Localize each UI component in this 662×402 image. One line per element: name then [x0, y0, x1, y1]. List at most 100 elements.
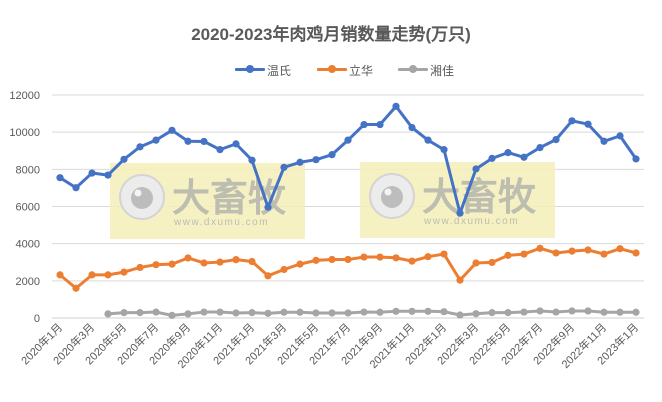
data-point[interactable] [216, 258, 224, 266]
data-point[interactable] [472, 165, 480, 173]
data-point[interactable] [568, 117, 576, 125]
data-point[interactable] [328, 255, 336, 264]
data-point[interactable] [120, 155, 128, 163]
data-point[interactable] [360, 253, 368, 261]
data-point[interactable] [312, 256, 320, 264]
data-point[interactable] [328, 151, 336, 159]
data-point[interactable] [616, 245, 624, 253]
data-point[interactable] [360, 120, 368, 129]
data-point[interactable] [120, 309, 128, 317]
data-point[interactable] [360, 308, 368, 316]
data-point[interactable] [408, 307, 416, 315]
data-point[interactable] [104, 271, 112, 279]
data-point[interactable] [280, 308, 288, 316]
data-point[interactable] [440, 146, 448, 154]
data-point[interactable] [440, 250, 448, 258]
data-point[interactable] [248, 156, 256, 164]
data-point[interactable] [584, 246, 592, 254]
data-point[interactable] [312, 156, 320, 164]
data-point[interactable] [456, 276, 464, 284]
data-point[interactable] [264, 203, 272, 211]
data-point[interactable] [88, 271, 96, 279]
data-point[interactable] [56, 271, 64, 279]
data-point[interactable] [536, 143, 544, 152]
data-point[interactable] [504, 251, 512, 259]
data-point[interactable] [552, 136, 560, 144]
data-point[interactable] [584, 307, 592, 315]
data-point[interactable] [152, 308, 160, 316]
data-point[interactable] [552, 249, 560, 257]
data-point[interactable] [568, 307, 576, 315]
data-point[interactable] [232, 140, 240, 148]
data-point[interactable] [168, 260, 176, 268]
data-point[interactable] [600, 137, 608, 145]
data-point[interactable] [248, 309, 256, 317]
data-point[interactable] [280, 265, 288, 274]
data-point[interactable] [632, 155, 640, 163]
data-point[interactable] [344, 136, 352, 144]
data-point[interactable] [376, 308, 384, 316]
data-point[interactable] [616, 132, 624, 140]
data-point[interactable] [424, 307, 432, 315]
data-point[interactable] [184, 254, 192, 262]
data-point[interactable] [88, 169, 96, 177]
data-point[interactable] [440, 308, 448, 316]
legend-item-lihua[interactable]: 立华 [317, 61, 373, 79]
data-point[interactable] [568, 247, 576, 255]
data-point[interactable] [168, 126, 176, 134]
data-point[interactable] [296, 260, 304, 268]
data-point[interactable] [456, 209, 464, 217]
data-point[interactable] [376, 120, 384, 129]
data-point[interactable] [472, 310, 480, 318]
data-point[interactable] [120, 268, 128, 276]
data-point[interactable] [472, 259, 480, 267]
data-point[interactable] [552, 308, 560, 316]
data-point[interactable] [184, 310, 192, 318]
data-point[interactable] [232, 309, 240, 317]
data-point[interactable] [152, 136, 160, 144]
data-point[interactable] [152, 261, 160, 269]
data-point[interactable] [616, 308, 624, 316]
data-point[interactable] [184, 137, 192, 145]
data-point[interactable] [424, 136, 432, 144]
data-point[interactable] [72, 284, 80, 292]
data-point[interactable] [200, 308, 208, 316]
data-point[interactable] [344, 309, 352, 317]
data-point[interactable] [280, 163, 288, 171]
data-point[interactable] [296, 308, 304, 316]
data-point[interactable] [216, 308, 224, 316]
data-point[interactable] [56, 174, 64, 182]
data-point[interactable] [296, 158, 304, 166]
data-point[interactable] [200, 259, 208, 267]
data-point[interactable] [248, 257, 256, 266]
data-point[interactable] [328, 309, 336, 317]
data-point[interactable] [600, 308, 608, 316]
data-point[interactable] [376, 253, 384, 261]
data-point[interactable] [488, 154, 496, 162]
data-point[interactable] [392, 307, 400, 315]
data-point[interactable] [488, 309, 496, 317]
data-point[interactable] [344, 255, 352, 264]
data-point[interactable] [264, 272, 272, 280]
data-point[interactable] [216, 146, 224, 154]
data-point[interactable] [632, 308, 640, 316]
data-point[interactable] [392, 102, 400, 110]
data-point[interactable] [600, 250, 608, 258]
data-point[interactable] [456, 311, 464, 319]
data-point[interactable] [232, 256, 240, 264]
data-point[interactable] [632, 249, 640, 257]
legend-item-wens[interactable]: 温氏 [235, 61, 291, 79]
data-point[interactable] [504, 309, 512, 317]
data-point[interactable] [104, 171, 112, 179]
data-point[interactable] [136, 309, 144, 317]
data-point[interactable] [136, 143, 144, 151]
data-point[interactable] [504, 149, 512, 157]
data-point[interactable] [536, 244, 544, 252]
data-point[interactable] [408, 123, 416, 132]
data-point[interactable] [264, 309, 272, 317]
data-point[interactable] [168, 311, 176, 319]
data-point[interactable] [392, 254, 400, 262]
data-point[interactable] [488, 258, 496, 267]
data-point[interactable] [200, 137, 208, 146]
data-point[interactable] [520, 250, 528, 258]
